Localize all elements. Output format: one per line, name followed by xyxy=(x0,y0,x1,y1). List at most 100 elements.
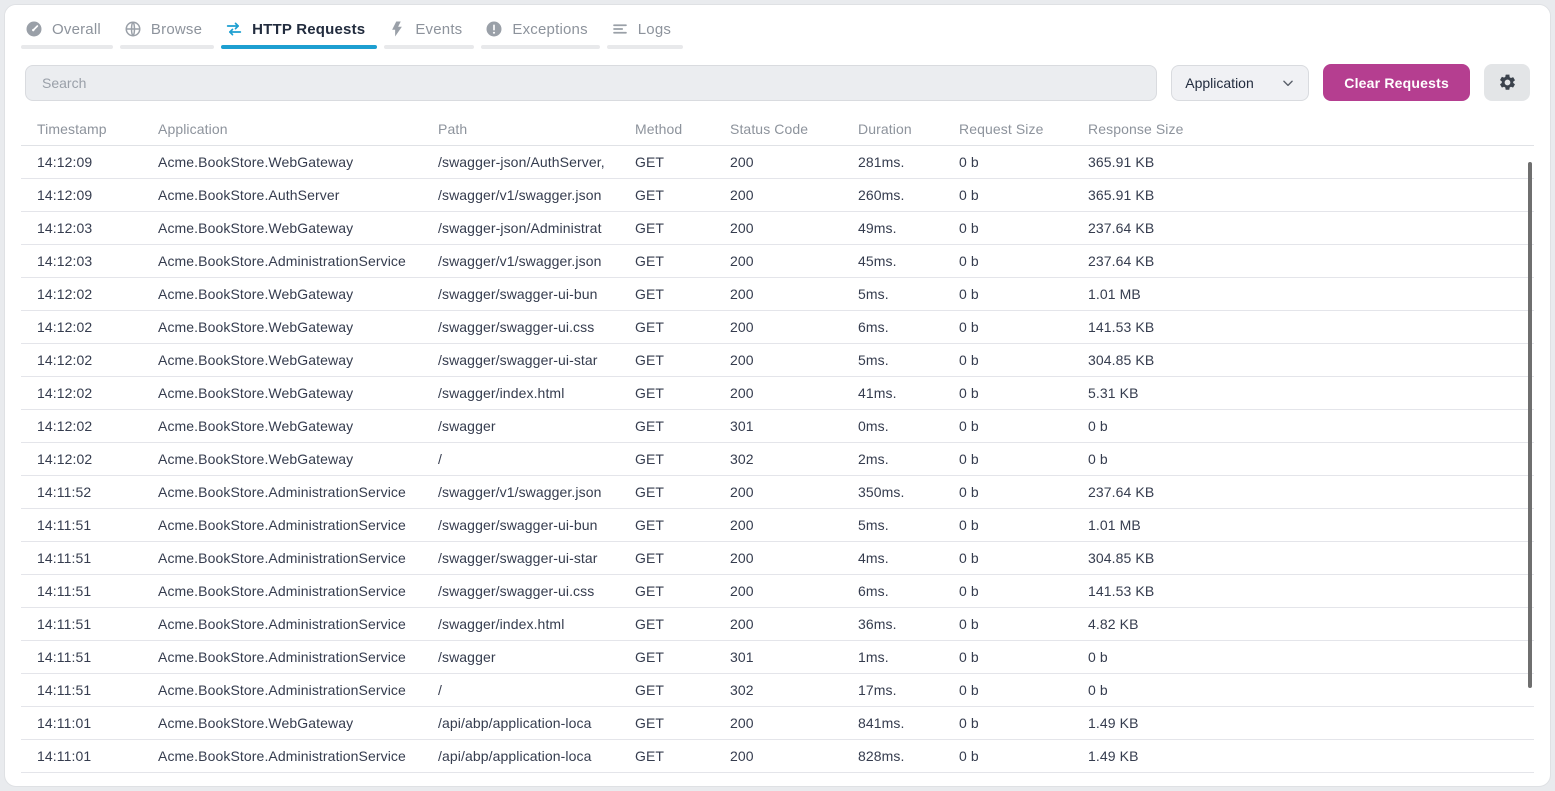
table-row[interactable]: 14:12:03 Acme.BookStore.WebGateway /swag… xyxy=(21,212,1534,245)
request-size-cell: 0 b xyxy=(959,616,979,632)
column-header-response-size: Response Size xyxy=(1088,121,1184,137)
path-cell: /swagger/v1/swagger.json xyxy=(438,253,602,269)
application-cell: Acme.BookStore.WebGateway xyxy=(158,451,354,467)
column-header-request-size: Request Size xyxy=(959,121,1044,137)
tab-logs[interactable]: Logs xyxy=(606,15,684,49)
application-cell: Acme.BookStore.AdministrationService xyxy=(158,649,406,665)
path-cell: /swagger/v1/swagger.json xyxy=(438,187,602,203)
method-cell: GET xyxy=(635,517,665,533)
request-size-cell: 0 b xyxy=(959,253,979,269)
table-row[interactable]: 14:12:09 Acme.BookStore.WebGateway /swag… xyxy=(21,146,1534,179)
chevron-down-icon xyxy=(1283,80,1294,86)
request-size-cell: 0 b xyxy=(959,319,979,335)
lightning-bolt-icon xyxy=(388,20,406,38)
gear-icon xyxy=(1499,74,1515,90)
method-cell: GET xyxy=(635,319,665,335)
tab-bar: Overall Browse HTTP Requests xyxy=(5,5,1550,49)
status-code-cell: 200 xyxy=(730,484,754,500)
tab-events[interactable]: Events xyxy=(384,15,475,49)
duration-cell: 6ms. xyxy=(858,319,889,335)
request-size-cell: 0 b xyxy=(959,385,979,401)
tab-underline xyxy=(481,45,600,49)
tab-http-requests[interactable]: HTTP Requests xyxy=(221,15,378,49)
response-size-cell: 1.01 MB xyxy=(1088,286,1141,302)
table-row[interactable]: 14:12:02 Acme.BookStore.WebGateway /swag… xyxy=(21,278,1534,311)
duration-cell: 281ms. xyxy=(858,154,905,170)
method-cell: GET xyxy=(635,187,665,203)
duration-cell: 2ms. xyxy=(858,451,889,467)
status-code-cell: 200 xyxy=(730,616,754,632)
status-code-cell: 200 xyxy=(730,517,754,533)
response-size-cell: 237.64 KB xyxy=(1088,253,1155,269)
table-row[interactable]: 14:12:03 Acme.BookStore.AdministrationSe… xyxy=(21,245,1534,278)
table-row[interactable]: 14:11:51 Acme.BookStore.AdministrationSe… xyxy=(21,542,1534,575)
table-row[interactable]: 14:12:02 Acme.BookStore.WebGateway /swag… xyxy=(21,344,1534,377)
response-size-cell: 0 b xyxy=(1088,451,1108,467)
request-size-cell: 0 b xyxy=(959,484,979,500)
duration-cell: 828ms. xyxy=(858,748,905,764)
timestamp-cell: 14:11:01 xyxy=(37,748,92,764)
tab-underline-active xyxy=(221,45,378,49)
duration-cell: 5ms. xyxy=(858,352,889,368)
application-cell: Acme.BookStore.AdministrationService xyxy=(158,583,406,599)
column-header-timestamp: Timestamp xyxy=(37,121,107,137)
application-filter-value: Application xyxy=(1185,74,1254,91)
path-cell: /swagger xyxy=(438,418,496,434)
tab-underline xyxy=(119,45,215,49)
duration-cell: 5ms. xyxy=(858,517,889,533)
application-cell: Acme.BookStore.AuthServer xyxy=(158,187,340,203)
duration-cell: 5ms. xyxy=(858,286,889,302)
tab-browse[interactable]: Browse xyxy=(119,15,215,49)
response-size-cell: 365.91 KB xyxy=(1088,154,1155,170)
method-cell: GET xyxy=(635,715,665,731)
table-row[interactable]: 14:11:51 Acme.BookStore.AdministrationSe… xyxy=(21,509,1534,542)
method-cell: GET xyxy=(635,253,665,269)
table-row[interactable]: 14:12:09 Acme.BookStore.AuthServer /swag… xyxy=(21,179,1534,212)
path-cell: /swagger/swagger-ui-star xyxy=(438,550,598,566)
table-header-row: Timestamp Application Path Method Status… xyxy=(21,113,1534,146)
globe-icon xyxy=(124,20,142,38)
column-header-path: Path xyxy=(438,121,468,137)
application-filter-dropdown[interactable]: Application xyxy=(1171,64,1310,101)
settings-button[interactable] xyxy=(1484,64,1530,101)
timestamp-cell: 14:11:51 xyxy=(37,649,92,665)
tab-label: Overall xyxy=(52,20,101,38)
table-row[interactable]: 14:11:51 Acme.BookStore.AdministrationSe… xyxy=(21,608,1534,641)
tab-exceptions[interactable]: Exceptions xyxy=(481,15,600,49)
request-size-cell: 0 b xyxy=(959,649,979,665)
method-cell: GET xyxy=(635,385,665,401)
request-size-cell: 0 b xyxy=(959,682,979,698)
status-code-cell: 301 xyxy=(730,649,754,665)
table-body: 14:12:09 Acme.BookStore.WebGateway /swag… xyxy=(21,146,1534,773)
status-code-cell: 301 xyxy=(730,418,754,434)
request-size-cell: 0 b xyxy=(959,154,979,170)
table-row[interactable]: 14:12:02 Acme.BookStore.WebGateway /swag… xyxy=(21,311,1534,344)
request-size-cell: 0 b xyxy=(959,352,979,368)
method-cell: GET xyxy=(635,451,665,467)
response-size-cell: 237.64 KB xyxy=(1088,220,1155,236)
application-cell: Acme.BookStore.AdministrationService xyxy=(158,517,406,533)
table-row[interactable]: 14:12:02 Acme.BookStore.WebGateway /swag… xyxy=(21,410,1534,443)
table-row[interactable]: 14:11:01 Acme.BookStore.WebGateway /api/… xyxy=(21,707,1534,740)
clear-requests-button[interactable]: Clear Requests xyxy=(1323,64,1470,101)
tab-underline xyxy=(384,45,475,49)
response-size-cell: 4.82 KB xyxy=(1088,616,1139,632)
table-row[interactable]: 14:11:51 Acme.BookStore.AdministrationSe… xyxy=(21,575,1534,608)
method-cell: GET xyxy=(635,154,665,170)
table-row[interactable]: 14:12:02 Acme.BookStore.WebGateway / GET… xyxy=(21,443,1534,476)
timestamp-cell: 14:11:51 xyxy=(37,550,92,566)
vertical-scrollbar-thumb[interactable] xyxy=(1528,162,1532,688)
method-cell: GET xyxy=(635,649,665,665)
duration-cell: 841ms. xyxy=(858,715,905,731)
timestamp-cell: 14:12:02 xyxy=(37,418,93,434)
request-size-cell: 0 b xyxy=(959,583,979,599)
table-row[interactable]: 14:11:52 Acme.BookStore.AdministrationSe… xyxy=(21,476,1534,509)
table-row[interactable]: 14:12:02 Acme.BookStore.WebGateway /swag… xyxy=(21,377,1534,410)
table-row[interactable]: 14:11:51 Acme.BookStore.AdministrationSe… xyxy=(21,674,1534,707)
tab-overall[interactable]: Overall xyxy=(21,15,113,49)
table-row[interactable]: 14:11:01 Acme.BookStore.AdministrationSe… xyxy=(21,740,1534,773)
search-input[interactable] xyxy=(25,64,1158,101)
method-cell: GET xyxy=(635,550,665,566)
table-row[interactable]: 14:11:51 Acme.BookStore.AdministrationSe… xyxy=(21,641,1534,674)
path-cell: / xyxy=(438,451,442,467)
